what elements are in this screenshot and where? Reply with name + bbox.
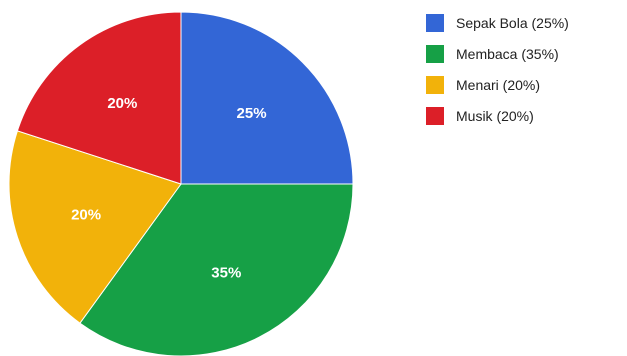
pie-slice-sepak-bola: [180, 11, 354, 185]
slice-label-membaca: 35%: [211, 264, 241, 281]
legend-swatch: [426, 107, 444, 125]
legend-swatch: [426, 45, 444, 63]
legend-label: Sepak Bola (25%): [456, 15, 569, 31]
legend-item-sepak-bola: Sepak Bola (25%): [426, 14, 569, 32]
legend-label: Musik (20%): [456, 108, 534, 124]
legend-swatch: [426, 14, 444, 32]
pie-slice-musik: [16, 11, 182, 185]
slice-label-menari: 20%: [71, 206, 101, 223]
legend-label: Membaca (35%): [456, 46, 559, 62]
legend-item-membaca: Membaca (35%): [426, 45, 559, 63]
pie-slice-membaca: [79, 183, 354, 356]
legend-swatch: [426, 76, 444, 94]
pie-slice-menari: [8, 130, 182, 324]
legend-item-menari: Menari (20%): [426, 76, 540, 94]
slice-label-musik: 20%: [107, 95, 137, 112]
slice-label-sepak-bola: 25%: [237, 105, 267, 122]
legend-item-musik: Musik (20%): [426, 107, 534, 125]
legend-label: Menari (20%): [456, 77, 540, 93]
